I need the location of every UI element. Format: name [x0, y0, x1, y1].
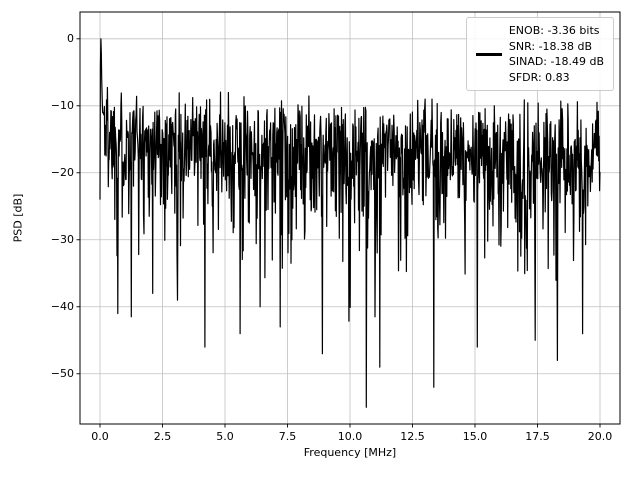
y-tick-label: −10 — [50, 98, 74, 112]
y-tick-label: −30 — [50, 232, 74, 246]
x-tick-label: 20.0 — [587, 430, 613, 443]
axis-ticks — [76, 38, 601, 428]
y-tick-label: −20 — [50, 165, 74, 179]
legend-entries: ENOB: -3.36 bits SNR: -18.38 dB SINAD: -… — [509, 23, 604, 85]
legend-entry-snr: SNR: -18.38 dB — [508, 39, 593, 53]
x-tick-label: 5.0 — [216, 430, 234, 443]
x-tick-label: 0.0 — [91, 430, 109, 443]
y-axis-title: PSD [dB] — [11, 193, 25, 243]
psd-trace — [99, 38, 601, 408]
y-tick-label: −40 — [50, 299, 74, 313]
legend: ENOB: -3.36 bits SNR: -18.38 dB SINAD: -… — [465, 17, 614, 92]
y-tick-label: 0 — [67, 31, 74, 45]
x-tick-label: 7.5 — [278, 430, 297, 443]
x-tick-label: 2.5 — [153, 430, 172, 443]
x-tick-label: 10.0 — [337, 430, 363, 443]
x-axis-title: Frequency [MHz] — [303, 446, 397, 459]
y-tick-label: −50 — [50, 366, 74, 380]
x-tick-label: 15.0 — [462, 430, 488, 443]
legend-entry-sfdr: SFDR: 0.83 — [508, 70, 570, 84]
legend-line-sample-icon — [475, 52, 502, 56]
legend-entry-enob: ENOB: -3.36 bits — [508, 24, 600, 37]
axes-frame — [79, 11, 621, 425]
plot-area: ENOB: -3.36 bits SNR: -18.38 dB SINAD: -… — [80, 12, 620, 424]
x-tick-label: 17.5 — [525, 430, 550, 443]
x-tick-label: 12.5 — [400, 430, 425, 443]
legend-entry-sinad: SINAD: -18.49 dB — [508, 55, 604, 69]
